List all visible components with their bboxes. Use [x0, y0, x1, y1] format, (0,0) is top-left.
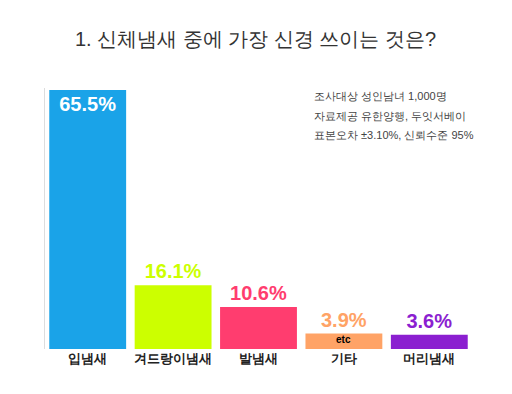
- svg-text:65.5%: 65.5%: [59, 93, 116, 115]
- svg-text:겨드랑이냄새: 겨드랑이냄새: [134, 351, 212, 366]
- svg-text:자료제공 유한양행, 두잇서베이: 자료제공 유한양행, 두잇서베이: [314, 110, 466, 122]
- svg-text:입냄새: 입냄새: [68, 351, 107, 366]
- svg-text:1. 신체냄새 중에 가장 신경 쓰이는 것은?: 1. 신체냄새 중에 가장 신경 쓰이는 것은?: [75, 28, 436, 50]
- svg-text:16.1%: 16.1%: [145, 260, 202, 282]
- svg-text:조사대상 성인남녀 1,000명: 조사대상 성인남녀 1,000명: [314, 90, 447, 102]
- svg-text:기타: 기타: [331, 351, 357, 366]
- svg-text:10.6%: 10.6%: [230, 282, 287, 304]
- svg-text:3.9%: 3.9%: [321, 309, 367, 331]
- svg-text:etc: etc: [336, 334, 351, 345]
- svg-text:머리냄새: 머리냄새: [403, 351, 455, 366]
- svg-text:발냄새: 발냄새: [239, 351, 278, 366]
- svg-text:3.6%: 3.6%: [406, 310, 452, 332]
- svg-text:표본오차 ±3.10%, 신뢰수준 95%: 표본오차 ±3.10%, 신뢰수준 95%: [314, 129, 474, 141]
